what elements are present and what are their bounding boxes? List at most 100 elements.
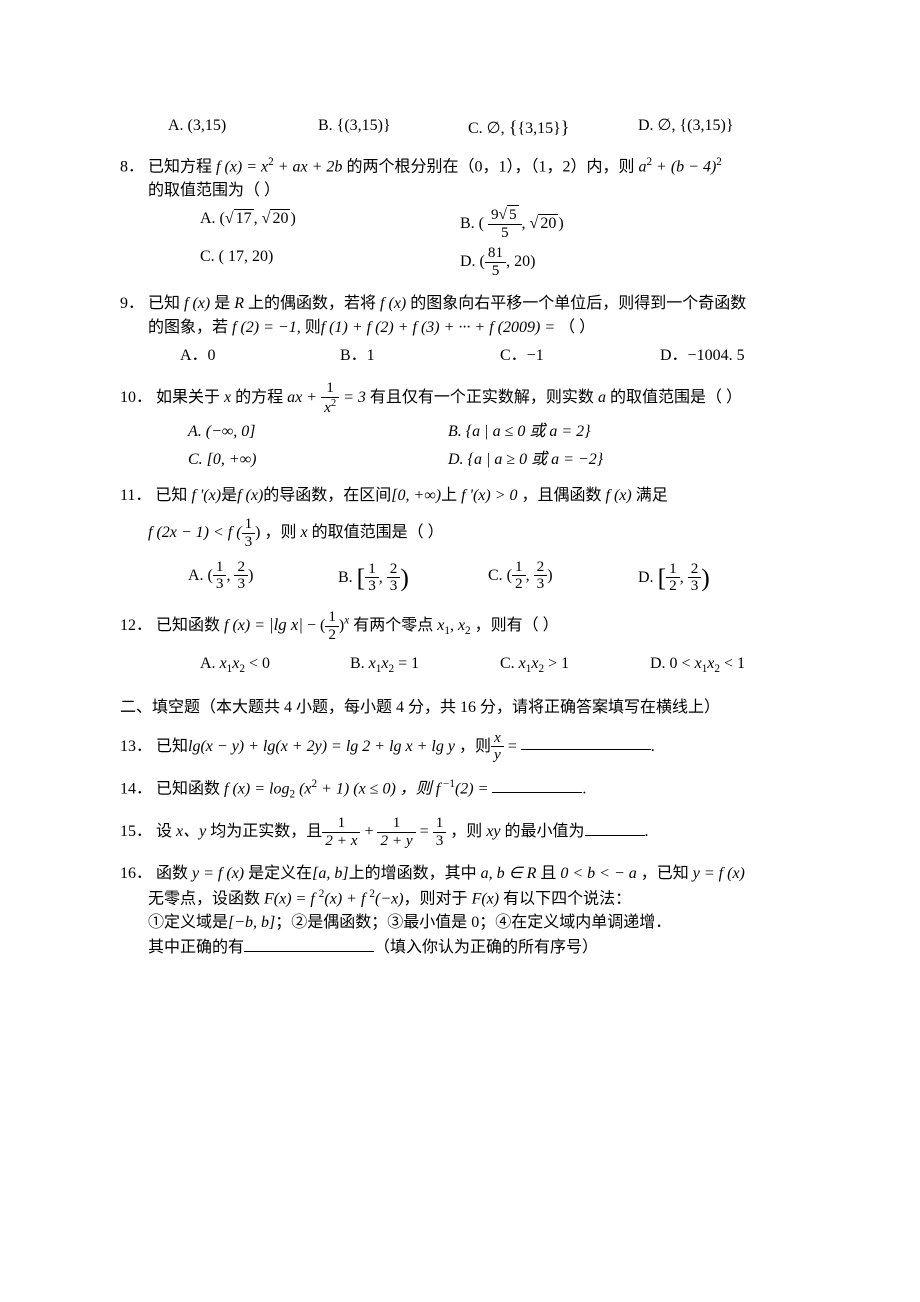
math: 0 < b < − a: [556, 865, 640, 882]
c: ,: [450, 617, 458, 634]
text: ，已知: [641, 865, 689, 882]
math: R: [230, 295, 248, 312]
math: f (2x − 1) < f (: [148, 524, 242, 541]
text: 的图象向右平移一个单位后，则得到一个奇函数: [410, 295, 746, 312]
math: a, b ∈ R: [477, 865, 541, 882]
label: A. (: [200, 210, 225, 227]
math: − (: [303, 617, 325, 634]
text: 有以下四个说法：: [503, 890, 631, 907]
math: + 1) (x ≤ 0) ，则: [317, 780, 436, 797]
math: f (x): [602, 487, 636, 504]
option-c: C. [0, +∞): [188, 448, 448, 472]
sup: −1: [440, 778, 455, 790]
br: [: [357, 563, 366, 592]
d: 3: [534, 576, 548, 593]
n: 1: [321, 380, 339, 398]
line3: ①定义域是[−b, b]；②是偶函数；③最小值是 0；④在定义域内单调递增．: [148, 911, 810, 935]
l: A. (: [188, 567, 213, 584]
text: 如果关于: [156, 389, 224, 406]
math: f (x): [180, 295, 214, 312]
d: 3: [433, 833, 447, 850]
text: 的图象，若: [148, 319, 228, 336]
n: 2: [387, 561, 401, 579]
text: 上的偶函数，若将: [248, 295, 376, 312]
option-a: A. (−∞, 0]: [188, 420, 448, 444]
math: F(x): [468, 890, 504, 907]
math: f (1) + f (2) + f (3) + ··· + f (2009) =: [321, 319, 559, 336]
text: 的两个根分别在（0，1），（1，2）内，则: [346, 158, 638, 175]
sep: ,: [522, 215, 530, 232]
text: ①定义域是: [148, 914, 228, 931]
math: f (x) = x: [216, 158, 268, 175]
text: 已知函数: [156, 780, 220, 797]
n: 1: [213, 559, 227, 577]
n: 2: [534, 559, 548, 577]
question-12: 12． 已知函数 f (x) = |lg x| − (12)x 有两个零点 x1…: [120, 609, 810, 677]
d: x: [324, 399, 331, 416]
dot: .: [651, 737, 655, 754]
blank: [244, 935, 374, 952]
l: D. 0 <: [650, 655, 695, 672]
x: x: [695, 655, 702, 672]
d: 2: [325, 627, 339, 644]
q-num: 15．: [120, 823, 152, 840]
sqrt: 17: [234, 209, 254, 227]
s: ,: [526, 567, 534, 584]
text: 已知: [156, 737, 188, 754]
n: 1: [242, 516, 256, 534]
option-d: D. ∅, {(3,15)}: [638, 114, 734, 142]
p: +: [360, 823, 377, 840]
label: B. (: [460, 215, 488, 232]
n: 2: [234, 559, 248, 577]
l: B.: [338, 569, 357, 586]
x: x: [369, 655, 376, 672]
q-num: 11．: [120, 487, 151, 504]
question-11: 11． 已知 f '(x)是f (x)的导函数，在区间[0, +∞)上 f '(…: [120, 484, 810, 597]
q-num: 8．: [120, 158, 144, 175]
text: 且: [540, 865, 556, 882]
d: 3: [242, 534, 256, 551]
d: 5: [485, 263, 506, 280]
text: 上的增函数，其中: [349, 865, 477, 882]
e: < 0: [245, 655, 270, 672]
paren: （ ）: [559, 319, 595, 336]
d: 5: [488, 225, 522, 242]
question-7-options: A. (3,15) B. {(3,15)} C. ∅, {{3,15}} D. …: [120, 114, 810, 142]
blank: [585, 819, 645, 836]
x: x: [458, 617, 465, 634]
text: 的取值范围为（ ）: [148, 182, 280, 199]
text: 其中正确的有: [148, 939, 244, 956]
line2: 的取值范围为（ ）: [148, 179, 810, 203]
question-14: 14． 已知函数 f (x) = log2 (x2 + 1) (x ≤ 0) ，…: [120, 776, 810, 803]
n: 1: [433, 815, 447, 833]
x: x: [519, 655, 526, 672]
n: 1: [377, 815, 415, 833]
l: C.: [500, 655, 519, 672]
option-c: C. ( 17, 20): [200, 245, 460, 279]
n: 81: [485, 245, 506, 263]
math: xy: [482, 823, 504, 840]
label: D. (: [460, 253, 485, 270]
text: ，且偶函数: [522, 487, 602, 504]
text: 已知方程: [148, 158, 216, 175]
option-a: A. (13, 23): [188, 559, 338, 597]
q-num: 16．: [120, 865, 152, 882]
option-b: B. {(3,15)}: [318, 114, 468, 142]
text: 是定义在: [248, 865, 312, 882]
n: 9: [491, 206, 499, 223]
math: f '(x) > 0: [457, 487, 521, 504]
math: f (x) = log: [220, 780, 289, 797]
sup: 2: [716, 156, 722, 168]
option-d: D. [12, 23): [638, 559, 710, 597]
n: x: [491, 730, 504, 748]
option-a: A．0: [180, 344, 340, 368]
dot: .: [582, 780, 586, 797]
close: ): [558, 215, 563, 232]
text: ，则: [459, 737, 491, 754]
sqrt: 5: [507, 205, 519, 223]
option-a: A. (√17, √20): [200, 207, 460, 241]
d: 2: [512, 576, 526, 593]
text: 的最小值为: [505, 823, 585, 840]
opt-c-prefix: C. ∅,: [468, 120, 509, 137]
math: y = f (x): [689, 865, 745, 882]
